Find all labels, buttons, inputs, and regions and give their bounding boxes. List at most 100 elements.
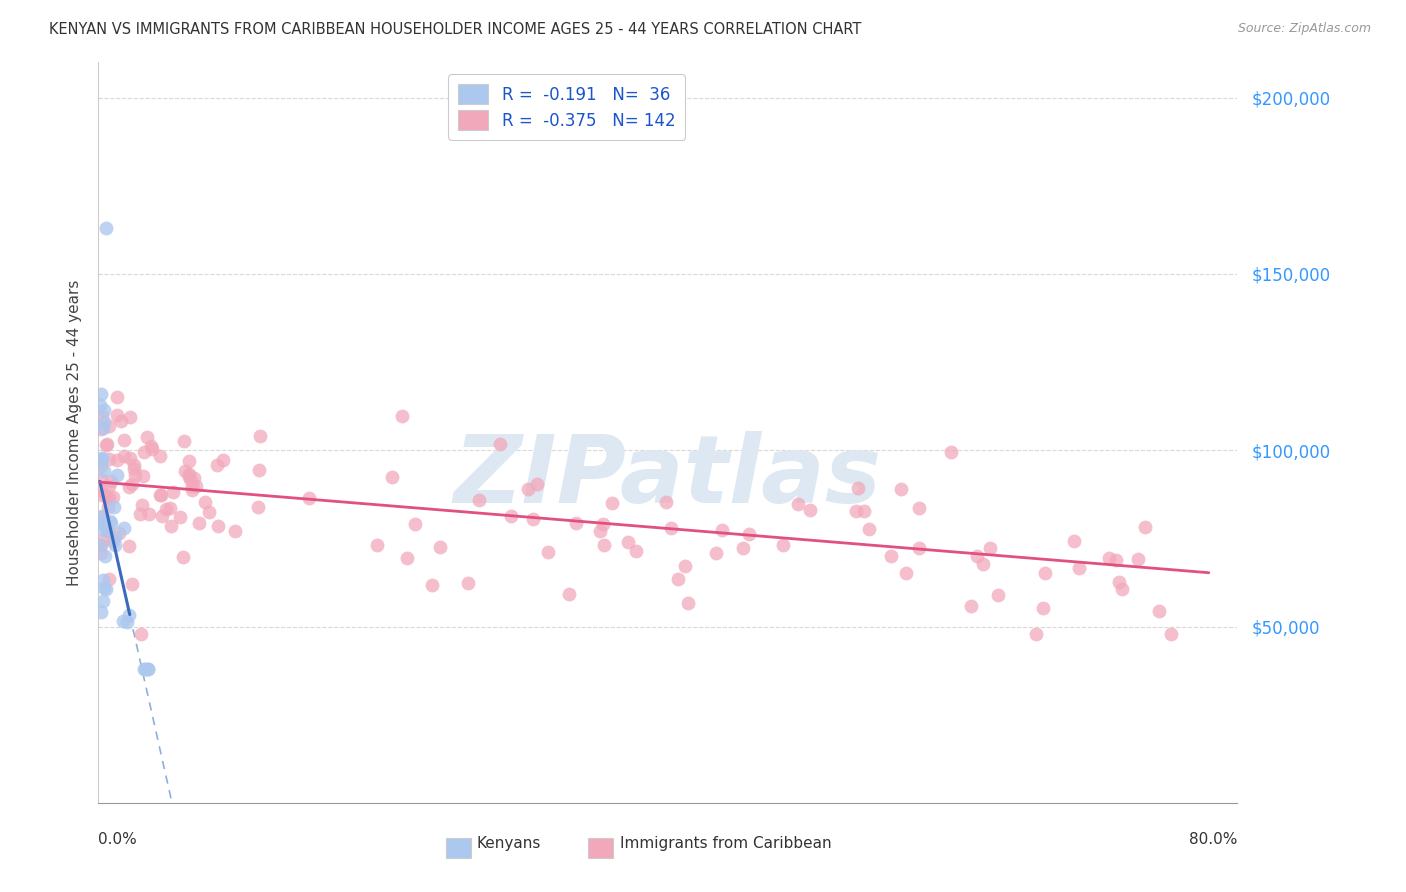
- Point: [706, 546, 728, 560]
- Point: [879, 549, 901, 564]
- Point: [624, 544, 647, 558]
- Point: [94, 582, 117, 597]
- Point: [98, 419, 121, 434]
- Point: [129, 626, 152, 640]
- Point: [526, 476, 548, 491]
- Point: [90, 546, 112, 560]
- Point: [979, 541, 1001, 556]
- Point: [966, 549, 988, 564]
- Point: [90, 458, 112, 473]
- Text: Immigrants from Caribbean: Immigrants from Caribbean: [620, 836, 831, 851]
- Point: [499, 509, 522, 524]
- Point: [179, 472, 201, 486]
- Point: [93, 415, 115, 429]
- Point: [659, 521, 682, 535]
- Point: [94, 549, 117, 563]
- Point: [138, 507, 160, 521]
- Text: 80.0%: 80.0%: [1189, 831, 1237, 847]
- Point: [120, 409, 142, 424]
- Point: [90, 515, 112, 529]
- Point: [131, 498, 153, 512]
- Point: [1126, 552, 1149, 566]
- Point: [1033, 566, 1056, 580]
- Point: [959, 599, 981, 613]
- Point: [100, 474, 122, 488]
- Point: [90, 422, 112, 436]
- Point: [846, 481, 869, 495]
- Point: [205, 458, 228, 472]
- Point: [159, 519, 181, 533]
- Point: [124, 467, 146, 482]
- Point: [174, 465, 197, 479]
- Point: [107, 525, 129, 540]
- Point: [676, 596, 699, 610]
- Point: [173, 434, 195, 448]
- Point: [97, 491, 120, 505]
- Point: [673, 558, 696, 573]
- Point: [845, 504, 868, 518]
- Point: [207, 519, 229, 533]
- Point: [90, 409, 112, 423]
- Point: [159, 500, 181, 515]
- Point: [118, 480, 141, 494]
- Point: [93, 581, 115, 595]
- Point: [799, 503, 821, 517]
- Point: [593, 537, 616, 551]
- Point: [666, 572, 689, 586]
- Point: [198, 505, 221, 519]
- Point: [391, 409, 413, 424]
- Point: [98, 514, 121, 528]
- Point: [1108, 574, 1130, 589]
- Point: [908, 500, 931, 515]
- Point: [149, 488, 172, 502]
- Point: [187, 516, 209, 530]
- Point: [136, 662, 159, 676]
- Point: [122, 461, 145, 475]
- Point: [91, 508, 114, 523]
- Point: [118, 540, 141, 554]
- Point: [132, 444, 155, 458]
- Point: [169, 509, 191, 524]
- Point: [111, 614, 134, 628]
- Point: [1104, 552, 1126, 566]
- Point: [91, 452, 114, 467]
- Point: [617, 534, 640, 549]
- Point: [96, 524, 118, 538]
- Point: [557, 587, 579, 601]
- Point: [89, 452, 111, 467]
- Point: [181, 479, 204, 493]
- Point: [787, 497, 810, 511]
- Legend: R =  -0.191   N=  36, R =  -0.375   N= 142: R = -0.191 N= 36, R = -0.375 N= 142: [449, 74, 685, 140]
- Point: [179, 454, 201, 468]
- Point: [181, 483, 204, 498]
- Point: [396, 550, 419, 565]
- Point: [134, 662, 156, 676]
- Point: [183, 471, 205, 485]
- Point: [429, 540, 451, 554]
- Point: [1133, 520, 1156, 534]
- Point: [100, 516, 122, 530]
- Point: [93, 465, 115, 479]
- Point: [468, 493, 491, 508]
- Point: [420, 578, 443, 592]
- Point: [298, 491, 321, 505]
- Point: [96, 522, 118, 536]
- Point: [96, 490, 118, 504]
- Point: [121, 477, 143, 491]
- Point: [112, 521, 135, 535]
- Point: [90, 605, 112, 619]
- Point: [1147, 604, 1170, 618]
- FancyBboxPatch shape: [588, 838, 613, 858]
- Point: [136, 430, 159, 444]
- Point: [93, 403, 115, 417]
- Point: [105, 468, 128, 483]
- Point: [97, 452, 120, 467]
- Point: [136, 662, 159, 676]
- Point: [194, 495, 217, 509]
- Point: [96, 221, 118, 235]
- Point: [908, 541, 931, 556]
- Point: [91, 450, 114, 465]
- Point: [149, 488, 172, 502]
- Text: ZIPatlas: ZIPatlas: [454, 431, 882, 523]
- Point: [115, 615, 138, 629]
